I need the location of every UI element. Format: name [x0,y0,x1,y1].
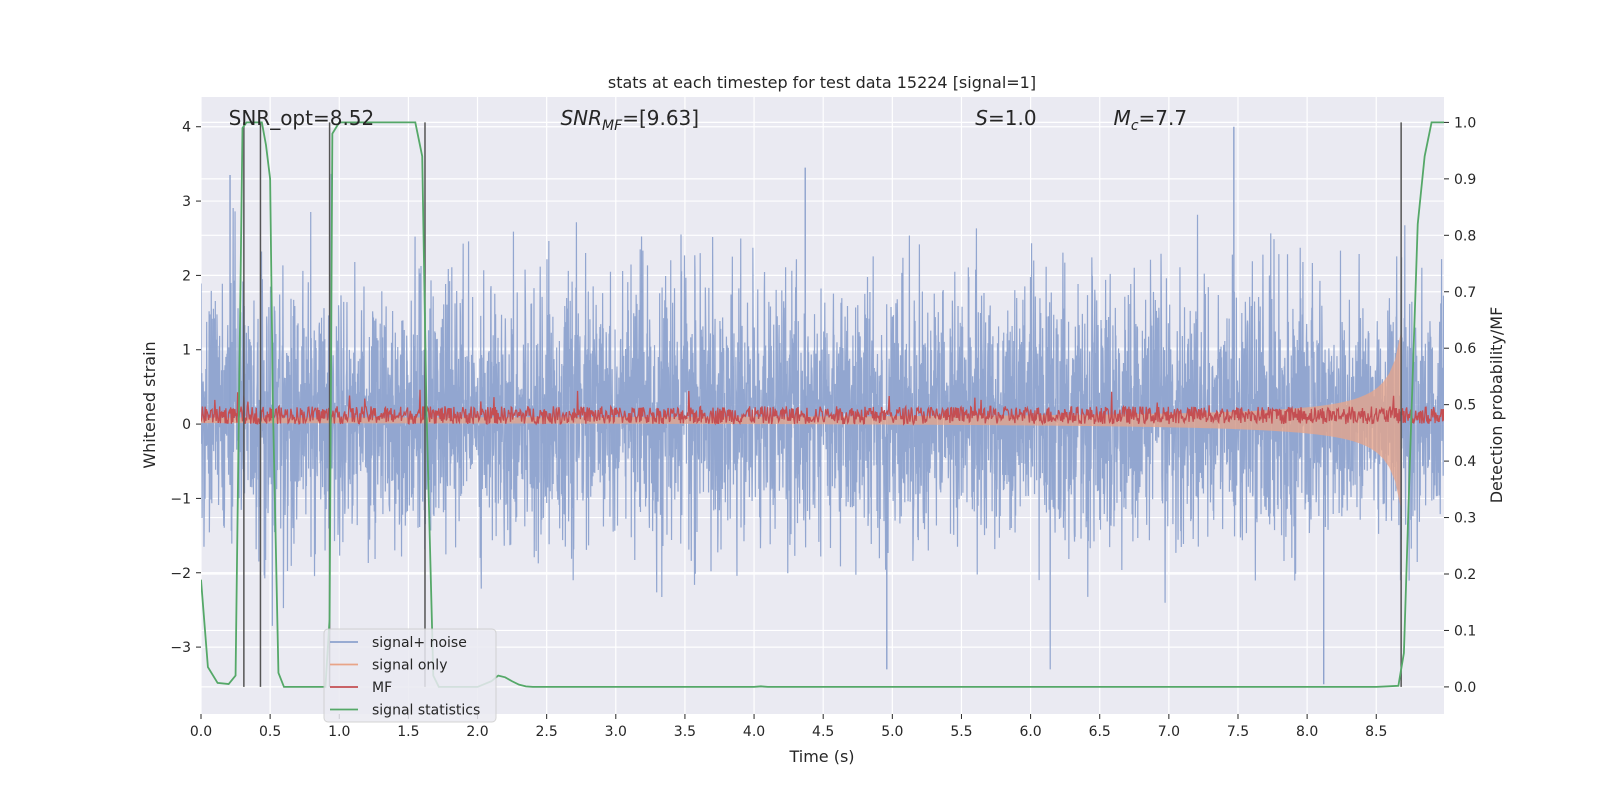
x-tick-label: 8.0 [1296,724,1318,740]
y-tick-label-left: 0 [182,417,191,433]
legend: signal+ noise signal only MF signal statist… [323,628,497,723]
x-tick-label: 6.0 [1019,724,1041,740]
y-tick-label-right: 0.6 [1454,341,1476,357]
x-axis-label: Time (s) [788,747,854,766]
y-tick-label-right: 1.0 [1454,115,1476,131]
annotation-text: Mc=7.7 [1114,106,1188,134]
x-tick-label: 7.5 [1227,724,1249,740]
x-tick-label: 1.0 [328,724,350,740]
x-tick-label: 3.0 [605,724,627,740]
x-tick-label: 4.5 [812,724,834,740]
y-tick-label-left: 4 [182,120,191,136]
y-tick-label-right: 0.0 [1454,680,1476,696]
annotation-text: SNRMF=[9.63] [560,106,699,134]
chart-title: stats at each timestep for test data 152… [608,73,1036,92]
series-mf [201,389,1444,426]
y-tick-label-right: 0.4 [1454,454,1476,470]
y-tick-label-right: 0.8 [1454,228,1476,244]
y-axis-label-right: Detection probability/MF [1487,307,1506,504]
ticks: 0.0 0.5 1.0 1.5 2.0 2.5 3.0 3.5 4.0 4.5 5.0 5.5 6.0 6… [170,115,1476,740]
plot-layer [201,121,1444,688]
x-tick-label: 4.0 [743,724,765,740]
x-tick-label: 7.0 [1158,724,1180,740]
x-tick-label: 5.0 [881,724,903,740]
annotations: SNR_opt=8.52 SNRMF=[9.63] S=1.0 Mc=7.7 [229,106,1187,134]
annotation-text: S=1.0 [975,106,1036,130]
y-tick-label-left: 1 [182,343,191,359]
x-tick-label: 2.5 [536,724,558,740]
y-tick-label-right: 0.9 [1454,172,1476,188]
x-tick-label: 5.5 [950,724,972,740]
x-tick-label: 8.5 [1365,724,1387,740]
annotation-text: SNR_opt=8.52 [229,106,375,130]
y-tick-label-right: 0.1 [1454,623,1476,639]
x-tick-label: 1.5 [397,724,419,740]
y-tick-label-right: 0.3 [1454,511,1476,527]
series-signal-only [201,331,1402,510]
x-tick-label: 2.0 [466,724,488,740]
y-tick-label-left: 3 [182,194,191,210]
legend-box [323,628,497,723]
x-tick-label: 3.5 [674,724,696,740]
x-tick-label: 6.5 [1089,724,1111,740]
y-axis-label-left: Whitened strain [140,341,159,468]
y-tick-label-left: −3 [170,640,191,656]
legend-label: signal+ noise [372,635,467,651]
legend-label: signal statistics [372,703,480,719]
x-tick-label: 0.5 [259,724,281,740]
y-tick-label-left: −2 [170,566,191,582]
legend-label: MF [372,680,392,696]
y-tick-label-right: 0.7 [1454,285,1476,301]
y-tick-label-left: −1 [170,491,191,507]
y-tick-label-right: 0.5 [1454,398,1476,414]
y-tick-label-left: 2 [182,268,191,284]
x-tick-label: 0.0 [190,724,212,740]
y-tick-label-right: 0.2 [1454,567,1476,583]
legend-label: signal only [372,658,447,674]
